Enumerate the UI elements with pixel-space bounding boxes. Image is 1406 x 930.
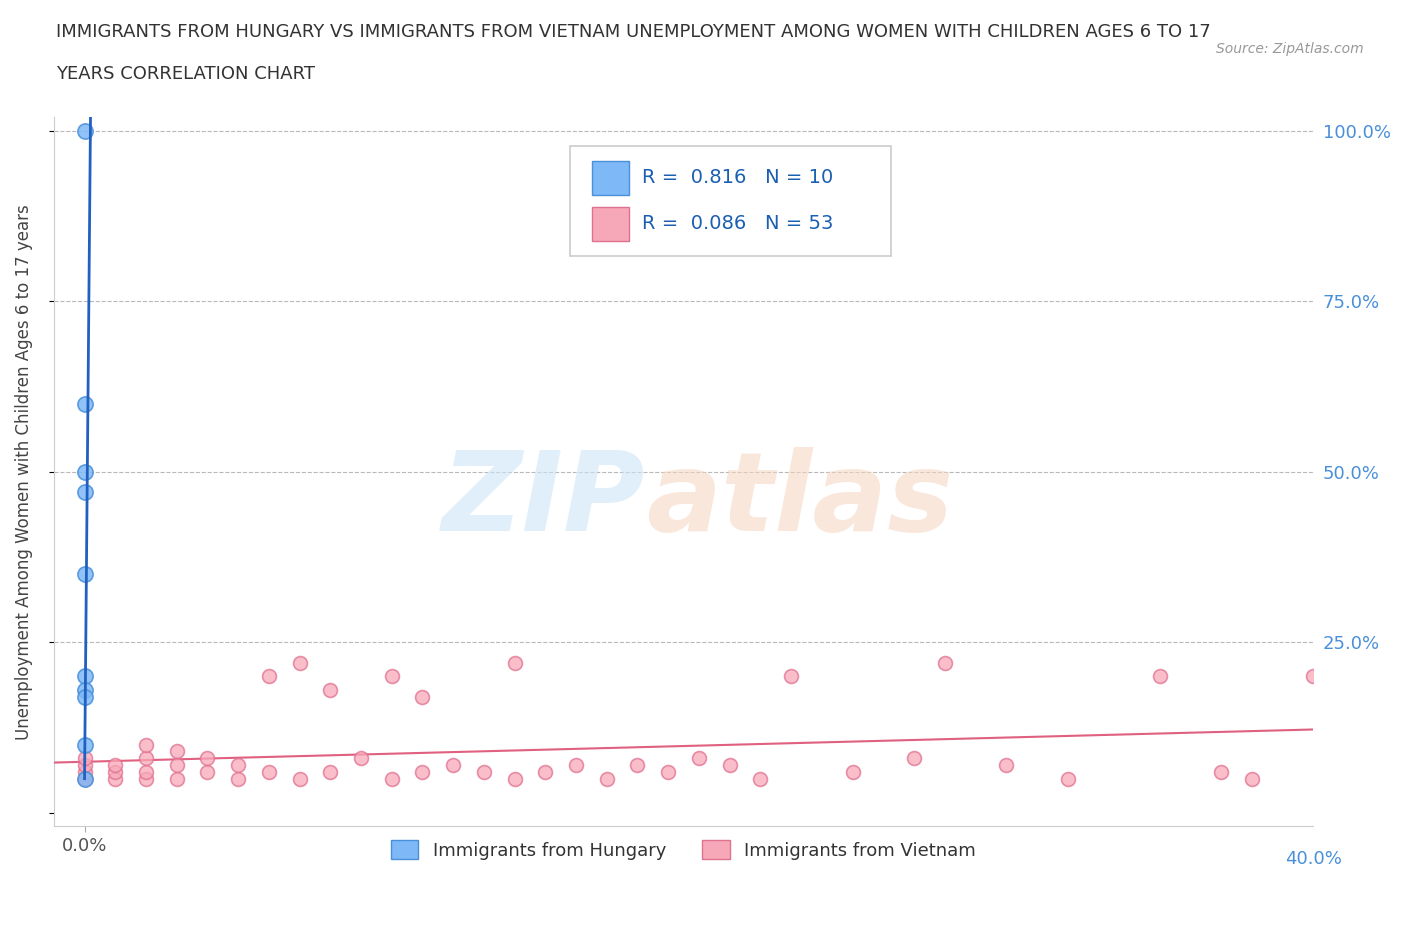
Point [288,771,311,786]
Point [73,669,96,684]
Point [166,744,188,759]
Point [257,669,280,684]
Text: R =  0.086   N = 53: R = 0.086 N = 53 [643,214,834,233]
Point [73,737,96,752]
Point [73,396,96,411]
Point [688,751,710,765]
Point [73,689,96,704]
Point [73,764,96,779]
Bar [592,206,630,241]
Point [934,656,956,671]
Point [503,771,526,786]
Point [73,566,96,581]
Point [503,656,526,671]
Point [749,771,772,786]
Point [565,758,588,773]
Point [73,758,96,773]
Point [73,485,96,499]
Text: R =  0.816   N = 10: R = 0.816 N = 10 [643,168,834,187]
Legend: Immigrants from Hungary, Immigrants from Vietnam: Immigrants from Hungary, Immigrants from… [384,833,983,867]
Point [1056,771,1078,786]
Point [135,771,157,786]
Point [73,464,96,479]
Point [441,758,464,773]
Point [596,771,619,786]
Point [73,771,96,786]
Text: 40.0%: 40.0% [1285,850,1341,869]
Point [780,669,803,684]
Point [350,751,373,765]
Point [226,771,249,786]
Point [104,758,127,773]
Text: YEARS CORRELATION CHART: YEARS CORRELATION CHART [56,65,315,83]
Bar [592,161,630,194]
Point [319,683,342,698]
Point [903,751,925,765]
Point [1211,764,1233,779]
Point [73,771,96,786]
Point [73,124,96,139]
Text: IMMIGRANTS FROM HUNGARY VS IMMIGRANTS FROM VIETNAM UNEMPLOYMENT AMONG WOMEN WITH: IMMIGRANTS FROM HUNGARY VS IMMIGRANTS FR… [56,23,1211,41]
Text: atlas: atlas [645,446,953,553]
Point [257,764,280,779]
Point [104,764,127,779]
Text: ZIP: ZIP [443,446,645,553]
Point [197,764,219,779]
Point [411,689,433,704]
Point [381,771,404,786]
Point [319,764,342,779]
Point [135,751,157,765]
Point [1240,771,1263,786]
Point [197,751,219,765]
Point [626,758,648,773]
Text: Source: ZipAtlas.com: Source: ZipAtlas.com [1216,42,1364,56]
Point [166,758,188,773]
Point [288,656,311,671]
Point [166,771,188,786]
Point [73,751,96,765]
Point [104,771,127,786]
Point [534,764,557,779]
Point [718,758,741,773]
Point [73,771,96,786]
Point [657,764,679,779]
Point [995,758,1018,773]
Point [73,771,96,786]
Point [1302,669,1324,684]
Point [411,764,433,779]
FancyBboxPatch shape [571,146,891,256]
Y-axis label: Unemployment Among Women with Children Ages 6 to 17 years: Unemployment Among Women with Children A… [15,204,32,739]
Point [226,758,249,773]
Point [472,764,495,779]
Point [135,737,157,752]
Point [73,683,96,698]
Point [1149,669,1171,684]
Point [841,764,863,779]
Point [381,669,404,684]
Point [135,764,157,779]
